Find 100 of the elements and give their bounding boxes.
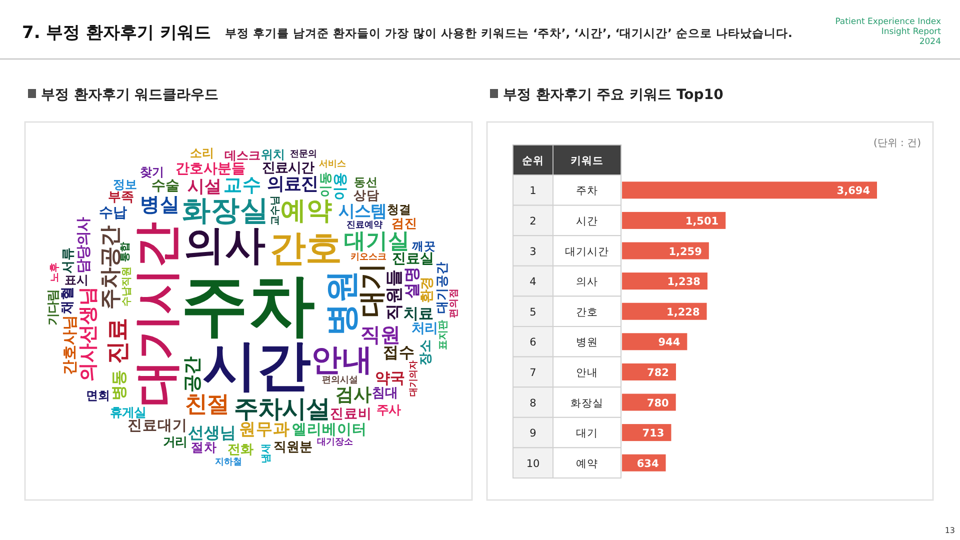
text: (단위 : 건) [873,138,922,149]
text: 침대 [372,386,398,402]
y-tick-label: 시간 [576,215,598,228]
text: 엘리베이터 [292,421,368,438]
text: 간호사분들 [175,161,246,178]
text: 거리 [163,435,188,450]
text: 진료시간 [262,160,314,176]
data-label: 1,228 [666,306,700,318]
text: 냄새 [261,443,272,464]
text: 친절 [184,391,229,418]
text: 접수 [382,344,415,362]
text: 휴게실 [110,404,146,420]
text: 진료 [104,318,132,364]
text: 편의점 [448,288,460,318]
y-tick-label: 의사 [576,276,598,288]
text: 대기장소 [316,438,353,448]
text: 의료진 [266,174,318,195]
text: 진료예약 [346,220,383,231]
text: 표시 [64,273,89,288]
text: 찾기 [140,165,164,180]
text: 처리 [411,322,438,337]
text: 면회 [86,388,110,402]
text: 6 [530,336,537,349]
text: 검사 [335,384,372,406]
y-tick-label: 안내 [576,366,598,379]
text: 위치 [260,147,285,162]
text: 직원분 [273,440,312,455]
text: 수술 [152,178,180,194]
text: 장소 [418,339,434,366]
text: 의사선생님 [76,286,100,382]
text: 환경 [420,277,436,304]
text: 병실 [140,192,180,216]
text: 주사 [376,402,400,418]
y-tick-label: 대기 [576,428,598,440]
text: 10 [526,458,540,470]
text: 1 [530,185,536,198]
text: 수납직원 [121,266,132,306]
text: 담당의사 [76,217,92,274]
data-label: 1,259 [668,246,702,258]
text: 간호 [270,226,342,270]
data-label: 782 [647,366,669,379]
text: Patient Experience Index [835,17,941,27]
text: 예약 [280,196,333,226]
text: 직원들 [384,270,404,321]
text: 설명 [402,266,421,299]
y-tick-label: 화장실 [570,397,604,410]
text: 서류 [60,247,76,274]
text: 13 [944,526,955,535]
text: 간호사님 [61,315,78,376]
text: 7 [530,366,536,379]
text: 검진 [392,215,418,230]
text: 깨끗 [411,239,436,254]
data-label: 713 [642,428,664,440]
text: 대기의자 [408,360,419,396]
data-label: 1,238 [667,276,700,288]
text: 순위 [522,155,544,167]
text: 8 [530,397,536,410]
text: 상담 [353,188,380,203]
text: 동선 [354,174,378,189]
data-label: 780 [646,397,669,410]
y-tick-label: 주차 [576,185,598,198]
text: 부정 후기를 남겨준 환자들이 가장 많이 사용한 키워드는 ‘주차’, ‘시간’, ‘대기시간’ 순으로 나타났습니다. [225,26,792,40]
text: 채혈 [60,286,76,316]
data-label: 1,501 [685,215,719,228]
text: 2024 [919,37,941,47]
text: 약국 [374,368,405,387]
text: 소리 [190,146,214,160]
text: 기다림 [46,290,60,326]
text: 교수 [223,175,262,196]
chart-title: 부정 환자후기 주요 키워드 Top10 [503,87,724,103]
text: 치료 [404,304,434,322]
text: 부정 환자후기 워드클라우드 [41,87,219,103]
text: 진료실 [392,251,434,267]
y-tick-label: 간호 [576,306,598,318]
text: 이용 [332,172,349,201]
text: 5 [530,306,536,318]
text: 서비스 [319,159,346,170]
text: 정보 [112,178,137,192]
text: 시스템 [338,201,386,220]
text: 병원 [321,270,360,336]
text: 부족 [108,190,134,205]
data-label: 634 [636,458,659,470]
text: 노후 [50,262,61,283]
text: 전문의 [290,149,317,160]
text: 4 [530,276,537,288]
y-tick-label: 예약 [576,458,598,470]
text: 대기공간 [434,261,449,314]
text: Insight Report [881,27,942,37]
text: 교수님 [270,195,282,226]
text: 통합 [120,242,131,262]
data-label: 944 [658,336,680,349]
text: 시설 [187,177,222,198]
text: 키오스크 [350,252,387,262]
text: 청결 [387,202,411,216]
text: 선생님 [188,423,236,442]
data-label: 3,694 [836,185,870,198]
text: 직원 [360,322,400,346]
text: 7. 부정 환자후기 키워드 [22,23,212,43]
text: 키워드 [570,155,604,167]
y-tick-label: 대기시간 [565,246,609,258]
